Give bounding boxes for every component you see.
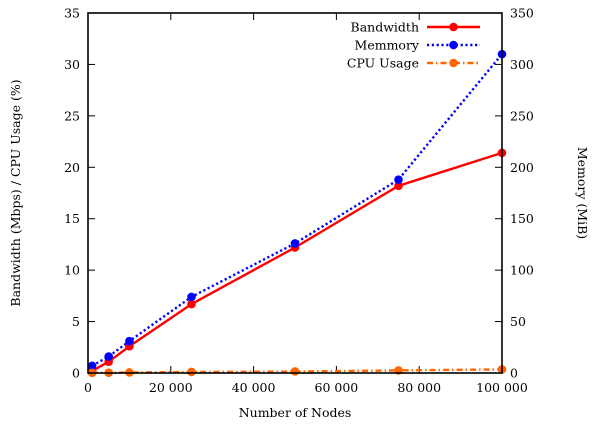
y-left-tick-label: 15 (64, 211, 80, 226)
x-tick-label: 20 000 (149, 380, 193, 395)
series-cpu-usage (87, 365, 507, 378)
y-right-tick-label: 250 (510, 108, 534, 123)
y-left-tick-label: 5 (72, 314, 80, 329)
data-point-bandwidth (187, 299, 196, 309)
legend-item-memmory: Memmory (355, 38, 480, 53)
data-point-cpu-usage (187, 367, 196, 377)
x-axis-label: Number of Nodes (239, 405, 352, 420)
data-point-memmory (125, 336, 134, 346)
legend-item-bandwidth: Bandwidth (351, 20, 480, 35)
x-tick-label: 60 000 (315, 380, 359, 395)
data-point-memmory (290, 239, 300, 248)
x-tick-label: 40 000 (232, 380, 276, 395)
y-left-tick-label: 0 (72, 366, 80, 381)
y-right-tick-label: 350 (510, 6, 534, 21)
y-left-tick-label: 10 (64, 263, 80, 278)
legend-label: CPU Usage (347, 56, 419, 71)
series-line-bandwidth (91, 151, 503, 372)
data-point-memmory (87, 361, 97, 371)
legend-marker (449, 22, 458, 32)
series-line-memmory (91, 53, 503, 367)
y-left-axis-label: Bandwidth (Mbps) / CPU Usage (%) (8, 79, 23, 306)
y-right-tick-label: 150 (510, 211, 534, 226)
x-tick-label: 0 (84, 380, 92, 395)
y-right-axis-label: Memory (MiB) (575, 147, 590, 239)
y-left-tick-label: 30 (64, 57, 80, 72)
series-bandwidth (87, 148, 507, 376)
legend-label: Memmory (355, 38, 420, 53)
ticks-layer: 0 20 000 40 000 60 000 80 000 100 00005101520… (64, 6, 534, 396)
y-right-tick-label: 100 (510, 263, 534, 278)
y-right-tick-label: 200 (510, 160, 534, 175)
data-point-memmory (394, 175, 403, 184)
plot-frame (87, 12, 503, 374)
legend-item-cpu-usage: CPU Usage (347, 56, 480, 71)
legend-label: Bandwidth (351, 20, 419, 35)
y-left-tick-label: 35 (64, 6, 80, 21)
y-right-tick-label: 50 (510, 314, 526, 329)
data-point-memmory (104, 352, 113, 361)
legend: Bandwidth Memmory CPU Usage (347, 20, 480, 71)
y-right-tick-label: 0 (510, 366, 518, 381)
series-layer (87, 49, 507, 378)
y-right-tick-label: 300 (510, 57, 534, 72)
x-tick-label: 100 000 (476, 380, 528, 395)
y-left-tick-label: 25 (64, 108, 80, 123)
series-memmory (87, 49, 507, 371)
data-point-bandwidth (394, 181, 403, 191)
data-point-cpu-usage (290, 367, 300, 376)
x-tick-label: 80 000 (397, 380, 441, 395)
y-left-tick-label: 20 (64, 160, 80, 175)
legend-marker (449, 40, 458, 50)
legend-marker (449, 58, 458, 68)
data-point-memmory (187, 292, 196, 302)
